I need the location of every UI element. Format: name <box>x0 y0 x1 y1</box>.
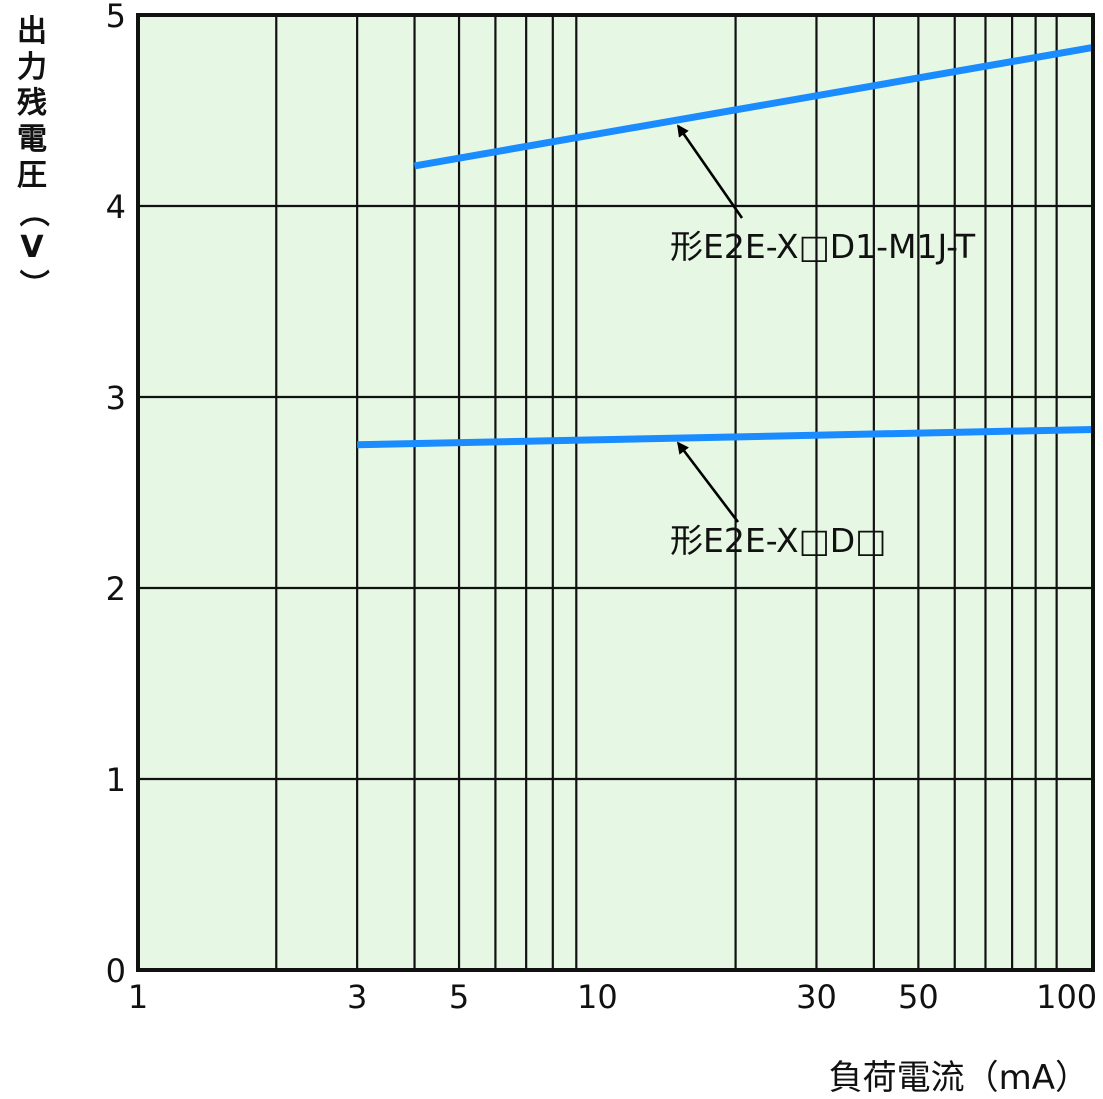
grid <box>138 15 1093 970</box>
x-tick-label: 30 <box>796 978 837 1016</box>
plot-frame <box>136 13 1095 972</box>
series-line-1 <box>413 44 1094 170</box>
annotation-label-1: 形E2E-X□D1-M1J-T <box>670 227 976 266</box>
x-tick-label: 1 <box>128 978 148 1016</box>
y-axis-label-char: 電 <box>17 122 47 157</box>
series-group <box>357 44 1094 449</box>
y-axis-label-char: 出 <box>17 14 47 49</box>
x-tick-label: 50 <box>898 978 939 1016</box>
x-tick-label: 100 <box>1036 978 1097 1016</box>
annotation-label-2: 形E2E-X□D□ <box>670 521 886 560</box>
y-axis-label-char: 力 <box>17 50 47 85</box>
y-axis-label-char: V <box>20 230 44 265</box>
x-tick-label: 3 <box>347 978 367 1016</box>
plot-background <box>138 15 1093 970</box>
annotations: 形E2E-X□D1-M1J-T 形E2E-X□D□ <box>670 124 976 560</box>
y-axis-label-char: 圧 <box>17 158 47 193</box>
y-axis-label-char: 残 <box>17 86 47 121</box>
x-tick-label: 10 <box>577 978 618 1016</box>
y-tick-label: 0 <box>106 952 126 990</box>
y-tick-label: 3 <box>106 379 126 417</box>
y-axis-label: 出力残電圧（V） <box>6 14 58 302</box>
x-tick-label: 5 <box>449 978 469 1016</box>
annotation-arrow-1 <box>677 124 744 219</box>
y-tick-label: 2 <box>106 570 126 608</box>
y-tick-label: 5 <box>106 0 126 35</box>
annotation-arrow-2 <box>676 441 740 523</box>
series-line-2 <box>357 425 1094 449</box>
x-axis-label: 負荷電流（mA） <box>828 1058 1089 1098</box>
y-tick-label: 1 <box>106 761 126 799</box>
y-tick-label: 4 <box>106 188 126 226</box>
